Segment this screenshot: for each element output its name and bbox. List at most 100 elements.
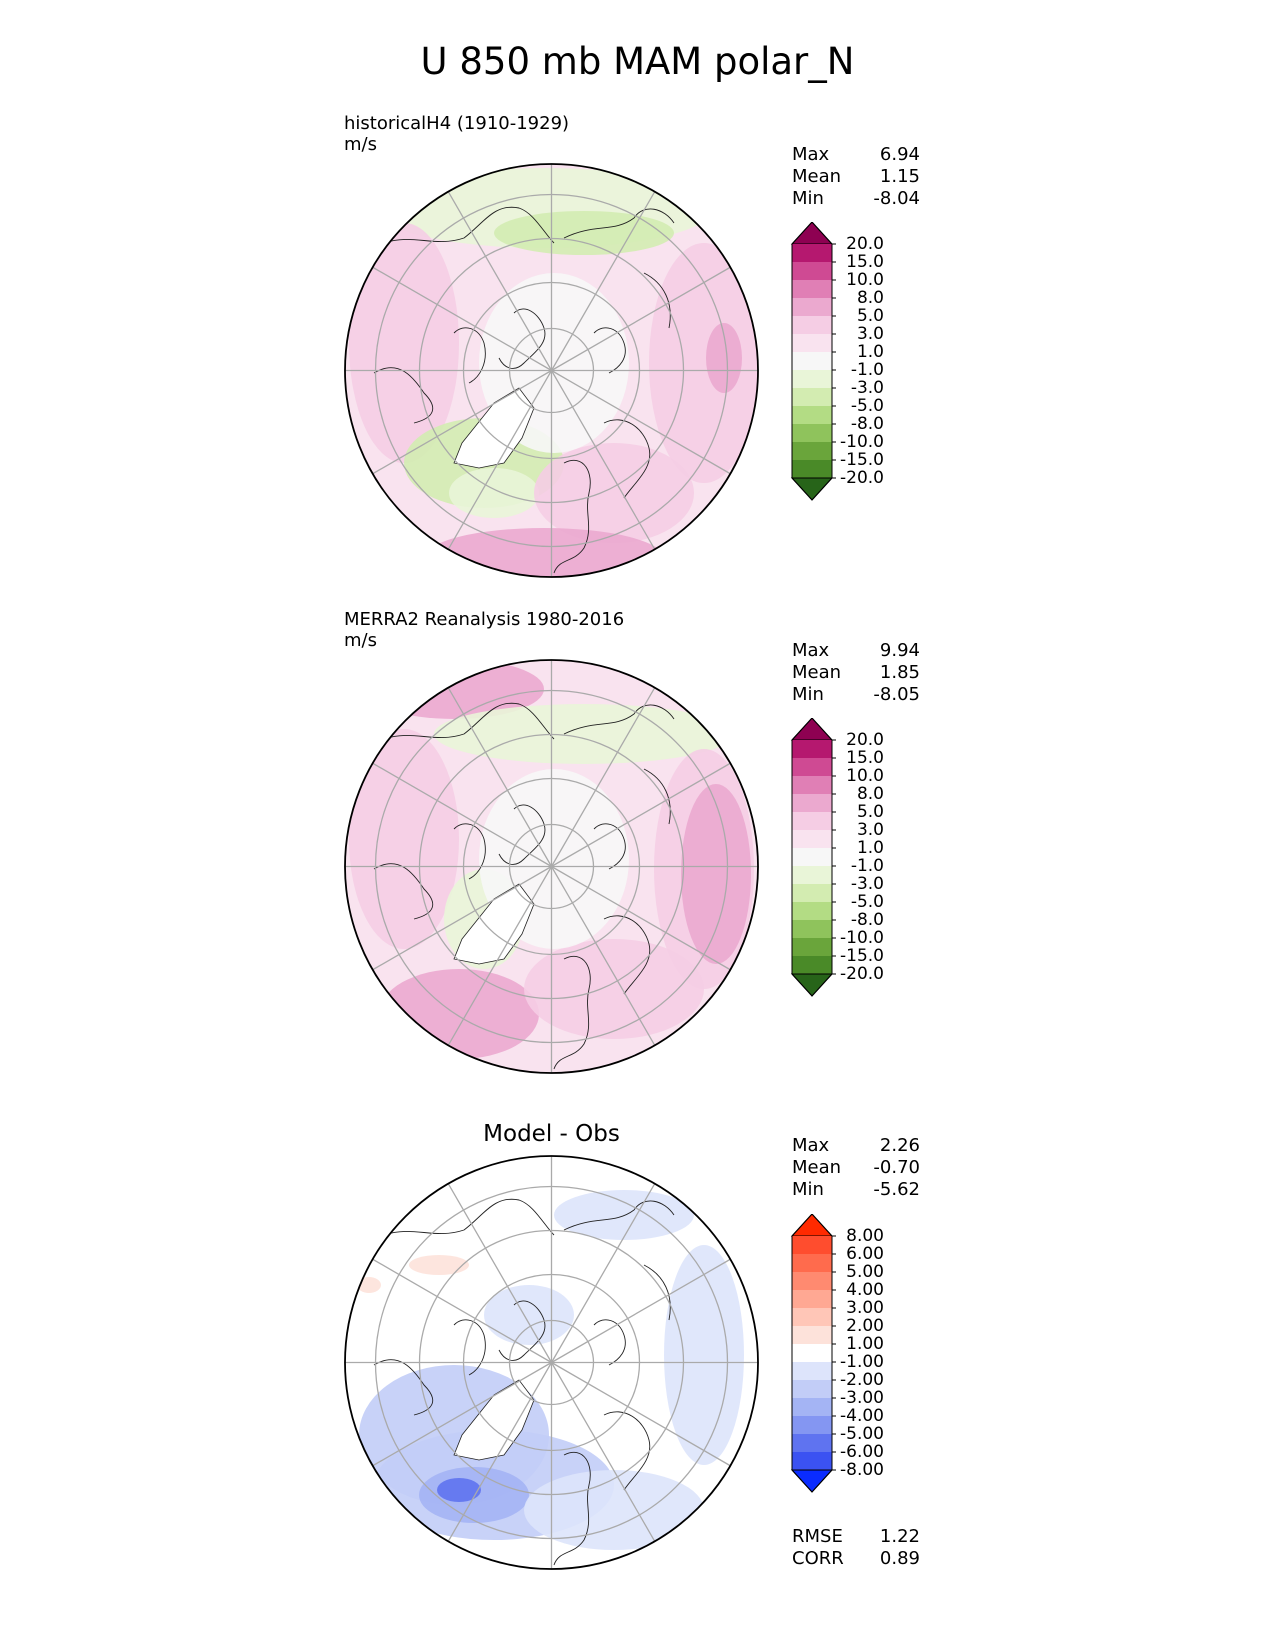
- coastline: [563, 1200, 675, 1231]
- stat-mean-value: 1.15: [879, 166, 920, 187]
- meridian-line: [447, 1362, 553, 1543]
- panel-3-title: Model - Obs: [483, 1121, 620, 1147]
- rmse-value: 1.22: [879, 1526, 920, 1547]
- meridian-line: [447, 190, 553, 371]
- colorbar-segment: [792, 1344, 832, 1362]
- colorbar-segment: [792, 1452, 832, 1470]
- coastline: [593, 327, 626, 374]
- colorbar-tick-label: 8.0: [857, 784, 884, 804]
- colorbar-segment: [792, 1290, 832, 1308]
- colorbar-segment: [792, 1236, 832, 1254]
- coastline: [453, 823, 486, 880]
- meridian-line: [550, 1182, 656, 1363]
- colorbar-tick-label: -2.00: [840, 1370, 884, 1390]
- colorbar-tick-label: -20.0: [840, 964, 884, 984]
- coastline: [593, 823, 626, 870]
- coastline: [603, 1411, 651, 1491]
- colorbar-segment: [792, 298, 832, 316]
- field-region: [437, 1478, 481, 1502]
- colorbar-segment: [792, 1434, 832, 1452]
- panel-2-title: MERRA2 Reanalysis 1980-2016 m/s: [344, 609, 624, 651]
- map-boundary: [344, 163, 759, 578]
- colorbar-tick-label: 3.00: [846, 1298, 884, 1318]
- colorbar-segment: [792, 1380, 832, 1398]
- meridian-line: [447, 686, 553, 867]
- field-region: [449, 468, 539, 518]
- panel-3-colorbar: 8.006.005.004.003.002.001.00-1.00-2.00-3…: [790, 1214, 884, 1493]
- coastline: [553, 955, 591, 1070]
- meridian-line: [551, 266, 732, 372]
- meridian-line: [550, 866, 656, 1047]
- colorbar-segment: [792, 442, 832, 460]
- colorbar-tick-label: -5.0: [851, 396, 884, 416]
- colorbar-segment: [792, 1272, 832, 1290]
- stat-min-value: -5.62: [873, 1179, 920, 1200]
- colorbar-segment: [792, 1416, 832, 1434]
- colorbar-segment: [792, 776, 832, 794]
- field-layer: [344, 659, 759, 1074]
- colorbar-tick-label: 20.0: [846, 730, 884, 750]
- colorbar-tick-label: -10.0: [840, 928, 884, 948]
- meridian-line: [447, 1182, 553, 1363]
- panel-2-title-line1: MERRA2 Reanalysis 1980-2016: [344, 609, 625, 630]
- stat-min-value: -8.05: [873, 684, 920, 705]
- colorbar-tick-label: -3.0: [851, 378, 884, 398]
- stat-mean-label: Mean: [792, 166, 842, 187]
- coastline: [453, 1319, 486, 1376]
- field-region: [494, 211, 674, 255]
- field-layer: [344, 163, 759, 578]
- panel-2-colorbar: 20.015.010.08.05.03.01.0-1.0-3.0-5.0-8.0…: [790, 718, 884, 997]
- colorbar-tick-label: 10.0: [846, 766, 884, 786]
- colorbar-tick-label: 3.0: [857, 324, 884, 344]
- colorbar-segment: [792, 758, 832, 776]
- coastline: [383, 702, 555, 740]
- colorbar-tick-label: -3.0: [851, 874, 884, 894]
- colorbar-tick-label: -1.0: [851, 360, 884, 380]
- field-region: [434, 704, 734, 764]
- colorbar-tick-label: -15.0: [840, 946, 884, 966]
- greenland-landmass: [453, 1379, 535, 1461]
- colorbar-tick-label: 1.00: [846, 1334, 884, 1354]
- field-region: [649, 243, 759, 483]
- colorbar-tick-label: -20.0: [840, 468, 884, 488]
- colorbar-segment: [792, 848, 832, 866]
- colorbar-tick-label: 1.0: [857, 342, 884, 362]
- colorbar-tick-label: -8.0: [851, 414, 884, 434]
- panel-1-polar-map: [344, 163, 759, 578]
- panel-1-colorbar: 20.015.010.08.05.03.01.0-1.0-3.0-5.0-8.0…: [790, 222, 884, 501]
- stat-max-value: 2.26: [879, 1135, 920, 1156]
- meridian-line: [371, 1258, 552, 1364]
- panel-1-title: historicalH4 (1910-1929) m/s: [344, 113, 569, 155]
- colorbar-segment: [792, 794, 832, 812]
- panel-3-stats: Max 2.26 Mean -0.70 Min -5.62: [792, 1135, 920, 1201]
- colorbar-tick-label: -5.00: [840, 1424, 884, 1444]
- colorbar-tick-label: -5.0: [851, 892, 884, 912]
- map-boundary: [344, 659, 759, 1074]
- colorbar-segment: [792, 1362, 832, 1380]
- corr-label: CORR: [792, 1548, 844, 1569]
- colorbar-tick-label: -1.0: [851, 856, 884, 876]
- colorbar-tick-label: -3.00: [840, 1388, 884, 1408]
- meridian-line: [551, 865, 732, 971]
- coastline: [643, 1264, 671, 1321]
- stat-mean-label: Mean: [792, 1157, 842, 1178]
- colorbar-tick-label: 15.0: [846, 252, 884, 272]
- meridian-line: [371, 762, 552, 868]
- colorbar-tick-label: -4.00: [840, 1406, 884, 1426]
- colorbar-tick-label: 5.00: [846, 1262, 884, 1282]
- greenland-landmass: [453, 387, 535, 469]
- meridian-line: [551, 1361, 732, 1467]
- panel-3-polar-map: [344, 1155, 759, 1570]
- coastline: [593, 1319, 626, 1366]
- coastline: [643, 768, 671, 825]
- colorbar-segment: [792, 812, 832, 830]
- field-region: [357, 1277, 381, 1293]
- panel-1-stats: Max 6.94 Mean 1.15 Min -8.04: [792, 144, 920, 210]
- meridian-line: [371, 266, 552, 372]
- field-region: [409, 1255, 469, 1275]
- colorbar-segment: [792, 866, 832, 884]
- colorbar-extend-top: [790, 1214, 834, 1237]
- colorbar-tick-label: 8.00: [846, 1226, 884, 1246]
- meridian-line: [447, 370, 553, 551]
- stat-min-label: Min: [792, 684, 824, 705]
